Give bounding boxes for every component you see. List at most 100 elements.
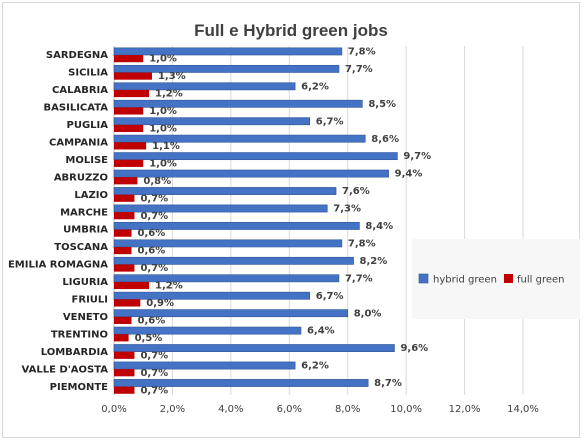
bar-hybrid-green [113, 361, 296, 370]
category-label: VENETO [63, 312, 108, 323]
bar-hybrid-green [113, 274, 340, 283]
data-label-hybrid-green: 7,3% [333, 204, 361, 215]
data-label-hybrid-green: 6,7% [316, 116, 344, 127]
bar-full-green [114, 299, 141, 307]
bar-hybrid-green [113, 169, 389, 178]
bar-full-green [114, 107, 144, 115]
category-label: UMBRIA [63, 225, 108, 236]
data-label-full-green: 0,7% [140, 368, 168, 379]
category-label: LAZIO [74, 190, 108, 201]
category-label: PIEMONTE [50, 382, 109, 393]
bar-full-green [114, 177, 138, 185]
x-tick-label: 10,0% [390, 404, 422, 415]
bar-hybrid-green [113, 344, 395, 352]
data-label-hybrid-green: 7,8% [348, 238, 376, 249]
data-label-full-green: 0,7% [140, 193, 168, 204]
data-label-hybrid-green: 8,5% [368, 99, 396, 110]
x-tick-label: 6,0% [277, 404, 302, 415]
category-labels: SARDEGNA SICILIA CALABRIA BASILICATA PUGLIA C… [8, 50, 108, 393]
bar-hybrid-green [113, 99, 363, 108]
category-label: LOMBARDIA [41, 347, 109, 358]
data-label-hybrid-green: 6,2% [301, 81, 329, 92]
legend: hybrid green full green [412, 239, 580, 319]
data-label-full-green: 0,6% [138, 228, 166, 239]
category-label: VALLE D'AOSTA [22, 364, 109, 375]
data-label-full-green: 0,7% [140, 263, 168, 274]
category-label: BASILICATA [44, 103, 109, 114]
bar-hybrid-green [113, 239, 343, 248]
legend-label: full green [517, 275, 564, 286]
data-label-hybrid-green: 6,4% [307, 326, 335, 337]
bar-full-green [114, 334, 129, 342]
data-label-full-green: 0,7% [140, 211, 168, 222]
data-label-full-green: 0,6% [138, 315, 166, 326]
category-label: TRENTINO [51, 329, 108, 340]
bars: 7,8% 1,0% 7,7% 1,3% 6,2% 1,2% 8,5% 1,0% 6,7% 1,0%… [113, 47, 431, 396]
legend-label: hybrid green [433, 275, 497, 286]
data-label-hybrid-green: 6,7% [316, 291, 344, 302]
chart-title: Full e Hybrid green jobs [194, 21, 388, 40]
x-tick-label: 8,0% [335, 404, 360, 415]
category-label: SARDEGNA [46, 50, 108, 61]
data-label-full-green: 1,0% [149, 124, 177, 135]
data-label-hybrid-green: 7,7% [345, 273, 373, 284]
bar-full-green [114, 89, 150, 98]
category-label: TOSCANA [54, 242, 108, 253]
data-label-hybrid-green: 7,8% [348, 47, 376, 58]
data-label-full-green: 1,0% [149, 106, 177, 117]
data-label-hybrid-green: 7,7% [345, 64, 373, 75]
bar-hybrid-green [113, 47, 343, 56]
legend-swatch [504, 274, 513, 283]
data-label-full-green: 1,0% [149, 158, 177, 169]
bar-full-green [114, 142, 147, 150]
bar-full-green [114, 55, 144, 63]
data-label-hybrid-green: 6,2% [301, 361, 329, 372]
x-axis-ticks: 0,0% 2,0% 4,0% 6,0% 8,0% 10,0% 12,0% 14,0% [101, 404, 539, 415]
data-label-hybrid-green: 8,7% [374, 378, 402, 389]
category-label: FRIULI [72, 295, 108, 306]
bar-full-green [114, 369, 135, 377]
bar-full-green [114, 264, 135, 272]
data-label-full-green: 0,8% [143, 176, 171, 187]
bar-hybrid-green [113, 117, 311, 126]
data-label-hybrid-green: 8,4% [365, 221, 393, 232]
bar-hybrid-green [113, 326, 302, 335]
data-label-hybrid-green: 8,2% [360, 256, 388, 267]
category-label: MARCHE [60, 207, 108, 218]
data-label-full-green: 0,6% [138, 246, 166, 257]
legend-swatch [418, 273, 429, 284]
bar-hybrid-green [113, 309, 349, 318]
bar-full-green [114, 351, 135, 359]
category-label: LIGURIA [62, 277, 108, 288]
data-label-full-green: 0,5% [135, 333, 163, 344]
data-label-hybrid-green: 7,6% [342, 186, 370, 197]
bar-full-green [114, 212, 135, 220]
data-label-full-green: 0,9% [146, 298, 174, 309]
bar-full-green [114, 72, 152, 80]
chart-canvas: Full e Hybrid green jobs 7,8% 1,0% 7,7% 1,3… [8, 21, 580, 415]
bar-full-green [114, 281, 150, 290]
bar-hybrid-green [113, 64, 340, 73]
bar-hybrid-green [113, 82, 296, 91]
bar-full-green [114, 194, 135, 202]
category-label: CAMPANIA [49, 137, 108, 148]
bar-hybrid-green [113, 222, 360, 230]
bar-full-green [114, 316, 132, 324]
category-label: SICILIA [68, 68, 108, 79]
data-label-hybrid-green: 9,7% [403, 151, 431, 162]
data-label-full-green: 1,2% [155, 281, 183, 292]
bar-full-green [114, 246, 132, 255]
data-label-full-green: 1,3% [158, 71, 186, 82]
category-label: ABRUZZO [54, 172, 108, 183]
data-label-hybrid-green: 9,6% [400, 343, 428, 354]
bar-hybrid-green [113, 134, 366, 143]
data-label-full-green: 1,2% [155, 89, 183, 100]
category-label: MOLISE [65, 155, 108, 166]
bar-hybrid-green [113, 256, 354, 265]
x-tick-label: 12,0% [449, 404, 481, 415]
data-label-hybrid-green: 8,6% [371, 134, 399, 145]
data-label-full-green: 0,7% [140, 385, 168, 396]
data-label-hybrid-green: 9,4% [395, 169, 423, 180]
bar-full-green [114, 229, 132, 237]
category-label: PUGLIA [67, 120, 109, 131]
